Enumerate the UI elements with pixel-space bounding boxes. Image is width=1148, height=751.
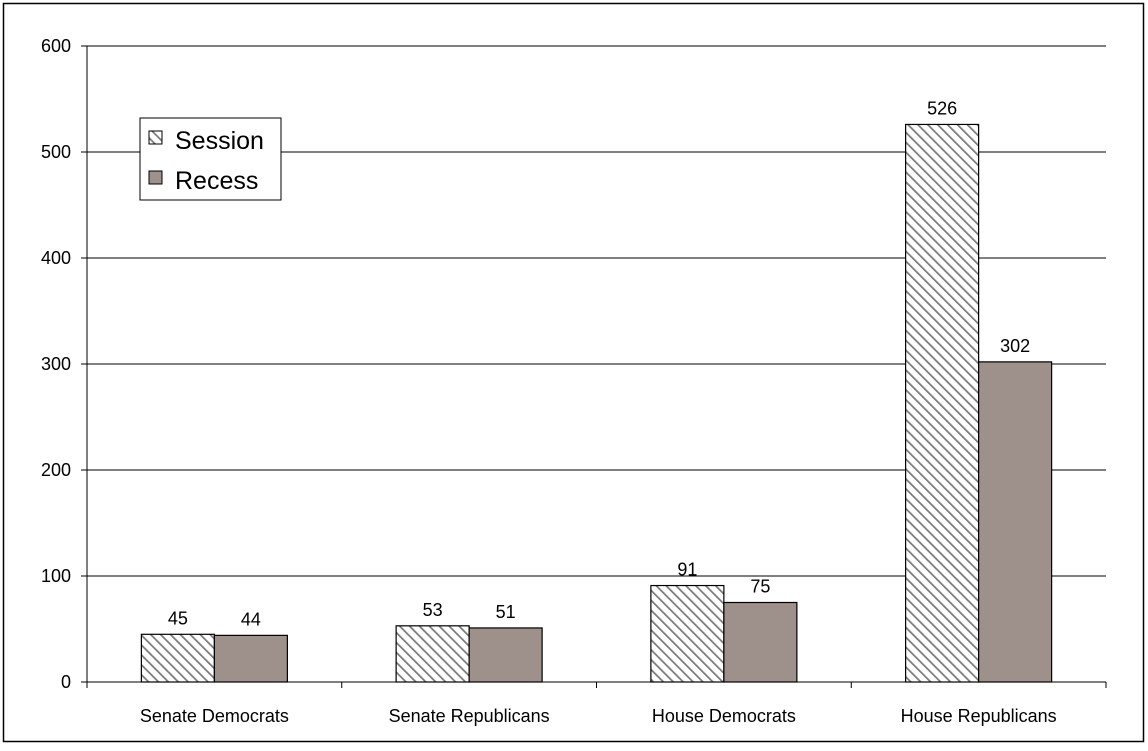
data-label-recess: 302 bbox=[1000, 336, 1030, 356]
x-tick-label: House Democrats bbox=[652, 706, 796, 726]
data-label-session: 45 bbox=[168, 608, 188, 628]
bar-session bbox=[395, 625, 470, 683]
y-tick-label: 600 bbox=[41, 36, 71, 56]
bar-recess bbox=[213, 634, 288, 683]
data-label-session: 526 bbox=[927, 98, 957, 118]
y-tick-label: 200 bbox=[41, 460, 71, 480]
y-tick-label: 500 bbox=[41, 142, 71, 162]
x-tick-label: House Republicans bbox=[901, 706, 1057, 726]
legend: Session Recess bbox=[139, 117, 282, 201]
y-tick-label: 300 bbox=[41, 354, 71, 374]
bar-session bbox=[140, 633, 215, 683]
y-tick-label: 400 bbox=[41, 248, 71, 268]
bar-session bbox=[905, 123, 980, 683]
data-label-recess: 75 bbox=[750, 577, 770, 597]
x-tick-label: Senate Democrats bbox=[140, 706, 289, 726]
legend-label-session: Session bbox=[175, 127, 264, 155]
legend-swatch-session bbox=[148, 130, 163, 145]
data-labels: 45 44 53 51 91 75 526 302 bbox=[168, 98, 1030, 629]
y-tick-label: 0 bbox=[61, 672, 71, 692]
bars bbox=[140, 123, 1053, 683]
data-label-recess: 44 bbox=[241, 609, 261, 629]
legend-box bbox=[139, 117, 282, 201]
bar-recess bbox=[723, 601, 798, 683]
bar-recess bbox=[978, 361, 1053, 683]
data-label-recess: 51 bbox=[496, 602, 516, 622]
bar-recess bbox=[468, 627, 543, 683]
legend-swatch-recess bbox=[148, 170, 163, 185]
y-tick-label: 100 bbox=[41, 566, 71, 586]
data-label-session: 53 bbox=[423, 600, 443, 620]
data-label-session: 91 bbox=[677, 560, 697, 580]
x-tick-label: Senate Republicans bbox=[389, 706, 550, 726]
axes: 0 100 200 300 400 500 600 Senate Democrats Senat… bbox=[41, 36, 1107, 726]
legend-label-recess: Recess bbox=[175, 167, 258, 195]
bar-session bbox=[650, 584, 725, 683]
